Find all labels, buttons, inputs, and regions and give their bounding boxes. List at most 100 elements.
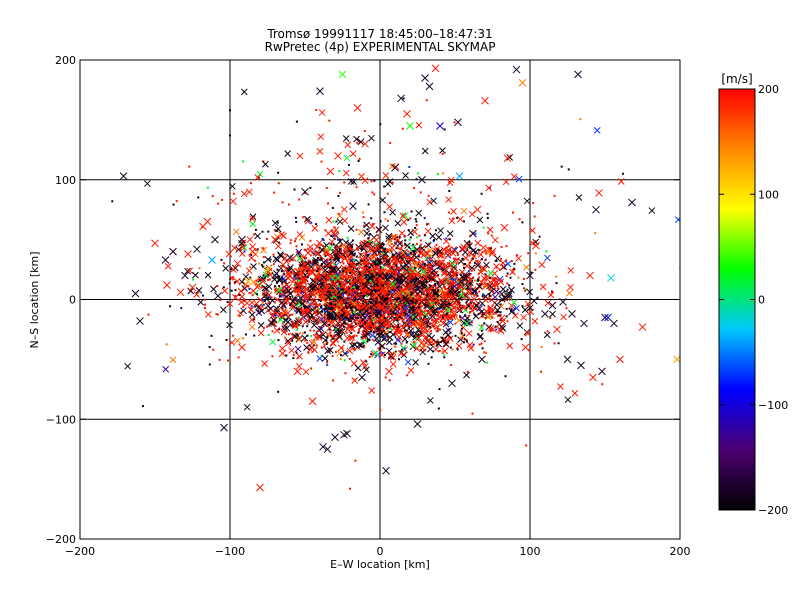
scatter-point <box>432 240 435 243</box>
scatter-point <box>409 291 412 294</box>
scatter-point <box>351 341 354 344</box>
scatter-point <box>446 261 454 269</box>
scatter-point <box>300 243 303 246</box>
scatter-point <box>412 243 415 246</box>
scatter-point <box>248 291 251 294</box>
scatter-point <box>471 321 474 324</box>
scatter-point <box>450 297 453 300</box>
scatter-point <box>262 292 269 299</box>
scatter-point <box>503 267 506 270</box>
scatter-point <box>378 282 385 290</box>
scatter-point <box>294 345 302 353</box>
scatter-point <box>420 243 423 246</box>
scatter-point <box>230 289 233 292</box>
scatter-point <box>321 267 329 274</box>
scatter-point <box>437 227 444 234</box>
scatter-point <box>448 281 451 284</box>
scatter-point <box>395 303 402 311</box>
scatter-point <box>262 247 265 250</box>
scatter-point <box>437 407 440 410</box>
scatter-point <box>353 252 356 255</box>
scatter-point <box>261 303 264 306</box>
scatter-point <box>282 294 285 297</box>
scatter-point <box>215 313 218 316</box>
scatter-point <box>538 261 546 269</box>
scatter-point <box>461 257 464 260</box>
scatter-point <box>340 294 343 297</box>
scatter-point <box>420 280 427 287</box>
scatter-point <box>427 250 430 253</box>
scatter-point <box>325 186 328 189</box>
scatter-point <box>295 351 298 354</box>
scatter-point <box>308 397 317 406</box>
scatter-point <box>297 277 300 280</box>
scatter-point <box>356 262 359 265</box>
scatter-point <box>419 316 422 319</box>
scatter-point <box>434 294 441 302</box>
scatter-point <box>391 325 394 328</box>
scatter-point <box>308 318 311 321</box>
scatter-point <box>484 313 492 321</box>
scatter-point <box>396 245 399 248</box>
scatter-point <box>347 178 355 185</box>
scatter-point <box>362 326 369 334</box>
scatter-point <box>341 260 344 263</box>
scatter-point <box>434 284 437 287</box>
scatter-point <box>363 345 366 348</box>
scatter-point <box>277 316 284 324</box>
scatter-point <box>386 248 389 251</box>
scatter-point <box>311 289 314 292</box>
scatter-point <box>359 311 367 319</box>
scatter-point <box>396 309 404 317</box>
scatter-point <box>332 316 335 319</box>
scatter-point <box>275 286 283 294</box>
scatter-point <box>261 299 264 302</box>
scatter-point <box>407 229 410 232</box>
scatter-point <box>242 337 245 340</box>
scatter-point <box>345 282 348 285</box>
scatter-point <box>357 301 360 304</box>
scatter-point <box>531 317 539 325</box>
scatter-point <box>489 276 492 279</box>
scatter-point <box>163 281 171 289</box>
scatter-point <box>559 298 567 306</box>
scatter-point <box>255 303 262 311</box>
scatter-point <box>283 314 286 317</box>
scatter-point <box>438 388 441 391</box>
scatter-point <box>254 305 257 308</box>
scatter-point <box>436 300 439 303</box>
scatter-point <box>311 269 314 272</box>
scatter-point <box>463 371 470 379</box>
scatter-point <box>453 121 456 124</box>
scatter-point <box>298 298 301 301</box>
scatter-point <box>326 244 334 252</box>
scatter-point <box>295 220 298 223</box>
scatter-point <box>240 88 248 96</box>
scatter-point <box>468 261 471 264</box>
scatter-point <box>397 301 400 304</box>
scatter-point <box>405 257 412 265</box>
scatter-point <box>334 319 342 327</box>
scatter-point <box>340 290 343 293</box>
scatter-point <box>400 342 403 345</box>
scatter-point <box>473 294 476 297</box>
scatter-point <box>433 239 436 242</box>
scatter-point <box>423 310 426 313</box>
scatter-point <box>240 190 248 198</box>
scatter-point <box>356 141 359 144</box>
scatter-point <box>323 264 326 267</box>
scatter-point <box>324 347 332 355</box>
scatter-point <box>469 284 472 287</box>
scatter-point <box>237 356 240 359</box>
scatter-point <box>238 343 246 352</box>
scatter-point <box>337 285 340 288</box>
scatter-point <box>412 290 415 293</box>
scatter-point <box>369 310 372 313</box>
scatter-point <box>273 229 276 232</box>
scatter-point <box>281 302 284 305</box>
scatter-point <box>485 361 488 364</box>
scatter-point <box>221 287 229 295</box>
scatter-point <box>301 187 309 196</box>
scatter-point <box>427 222 430 225</box>
